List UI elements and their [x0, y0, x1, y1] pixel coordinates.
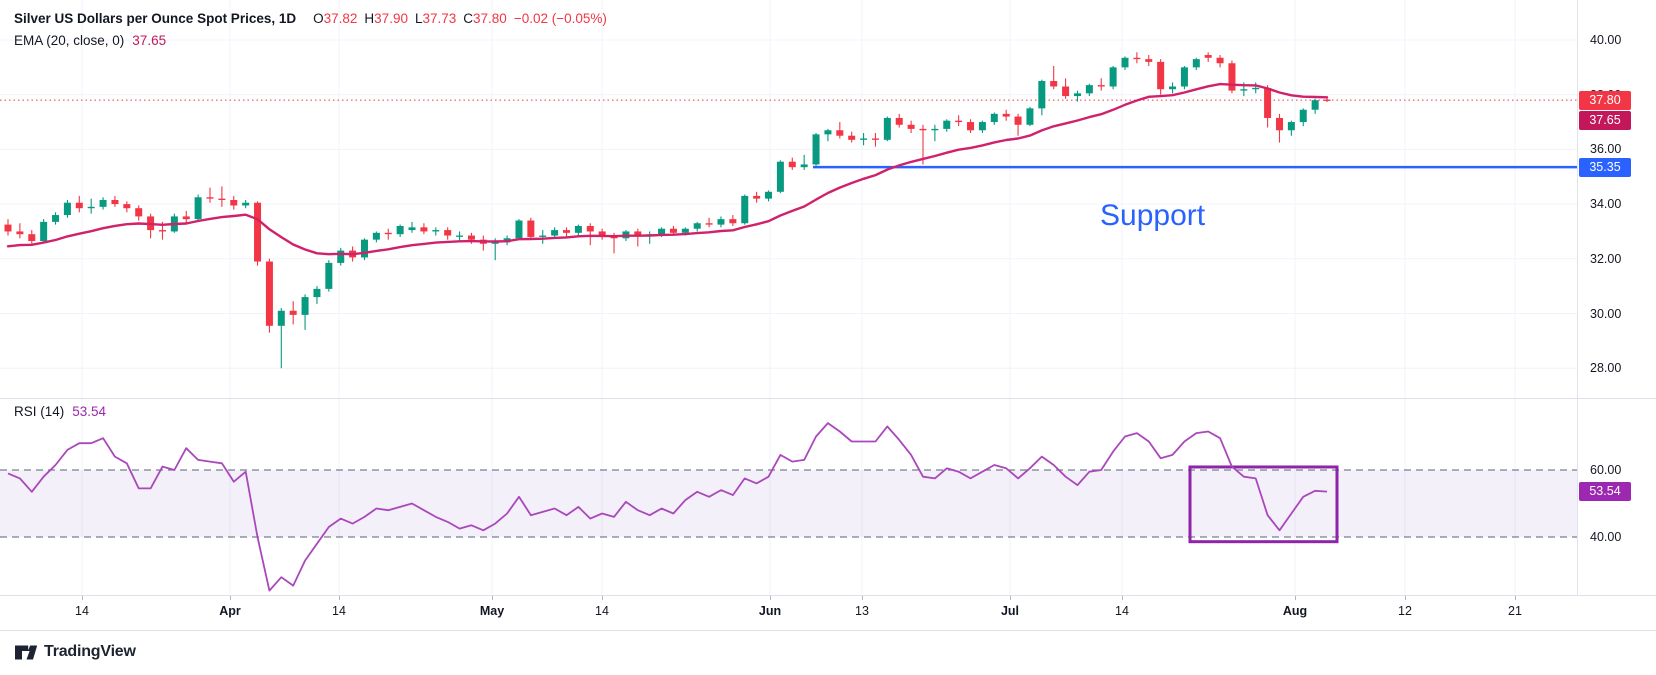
- pane-separator[interactable]: [0, 398, 1656, 399]
- time-axis-tick: [82, 596, 83, 600]
- time-axis-label[interactable]: Apr: [219, 604, 241, 618]
- time-axis[interactable]: 14 Apr 14 May 14 Jun 13 Jul 14 Aug 12 21: [0, 596, 1656, 630]
- time-axis-top-border: [0, 595, 1656, 596]
- ema-indicator-label[interactable]: EMA (20, close, 0): [14, 33, 125, 48]
- time-axis-label[interactable]: 12: [1398, 604, 1412, 618]
- rsi-band: [0, 470, 1577, 537]
- change-value: −0.02 (−0.05%): [513, 11, 607, 26]
- rsi-highlight-box[interactable]: [1188, 465, 1339, 544]
- price-pane-canvas[interactable]: [0, 0, 1577, 398]
- last-price-badge: 37.80: [1579, 90, 1631, 110]
- time-axis-tick: [862, 596, 863, 600]
- time-axis-tick: [1405, 596, 1406, 600]
- time-axis-label[interactable]: Jul: [1000, 604, 1020, 618]
- symbol-legend: Silver US Dollars per Ounce Spot Prices,…: [14, 8, 607, 52]
- time-axis-tick: [770, 596, 771, 600]
- time-axis-label[interactable]: 14: [595, 604, 609, 618]
- time-axis-label[interactable]: 14: [332, 604, 346, 618]
- legend-row-main: Silver US Dollars per Ounce Spot Prices,…: [14, 8, 607, 30]
- time-axis-tick: [492, 596, 493, 600]
- support-level-badge: 35.35: [1579, 157, 1631, 177]
- time-axis-tick: [230, 596, 231, 600]
- price-axis-label: 28.00: [1590, 361, 1622, 376]
- tradingview-logo-text: TradingView: [44, 643, 136, 660]
- close-label: C: [463, 11, 474, 26]
- low-label: L: [414, 11, 423, 26]
- symbol-title[interactable]: Silver US Dollars per Ounce Spot Prices,…: [14, 11, 297, 26]
- rsi-legend: RSI (14) 53.54: [14, 404, 106, 419]
- price-axis-label: 30.00: [1590, 306, 1622, 321]
- chart-bottom-border: [0, 630, 1656, 631]
- time-axis-tick: [602, 596, 603, 600]
- price-axis-label: 40.00: [1590, 33, 1622, 47]
- rsi-indicator-label[interactable]: RSI (14): [14, 404, 65, 419]
- time-axis-tick: [1295, 596, 1296, 600]
- time-axis-tick: [1122, 596, 1123, 600]
- rsi-pane-canvas[interactable]: [0, 399, 1577, 595]
- close-value: 37.80: [473, 11, 507, 26]
- ema-line[interactable]: [6, 82, 1329, 256]
- low-value: 37.73: [422, 11, 457, 26]
- time-axis-label[interactable]: Aug: [1282, 604, 1308, 618]
- time-axis-label[interactable]: May: [479, 604, 505, 618]
- time-axis-tick: [1010, 596, 1011, 600]
- rsi-line[interactable]: [7, 422, 1328, 592]
- time-axis-label[interactable]: 14: [75, 604, 89, 618]
- tradingview-logo[interactable]: TradingView: [14, 640, 136, 664]
- price-axis-label: 32.00: [1590, 251, 1622, 266]
- time-axis-label[interactable]: 13: [855, 604, 869, 618]
- high-value: 37.90: [374, 11, 408, 26]
- ema-value-badge: 37.65: [1579, 111, 1631, 131]
- time-axis-tick: [1515, 596, 1516, 600]
- legend-row-ema: EMA (20, close, 0) 37.65: [14, 30, 607, 52]
- ema-indicator-value: 37.65: [132, 33, 167, 48]
- price-gridlines: [0, 0, 1577, 398]
- price-axis-label: 36.00: [1590, 142, 1622, 157]
- rsi-axis-label: 40.00: [1590, 530, 1622, 544]
- rsi-indicator-value: 53.54: [72, 404, 107, 419]
- price-axis-border: [1577, 0, 1578, 630]
- support-annotation[interactable]: Support: [1100, 199, 1206, 232]
- time-axis-tick: [339, 596, 340, 600]
- open-label: O: [313, 11, 324, 26]
- price-axis-label: 34.00: [1590, 197, 1622, 212]
- rsi-axis-label: 60.00: [1590, 463, 1622, 477]
- rsi-value-badge: 53.54: [1579, 482, 1631, 502]
- time-axis-label[interactable]: 14: [1115, 604, 1129, 618]
- time-axis-label[interactable]: 21: [1508, 604, 1522, 618]
- high-label: H: [364, 11, 375, 26]
- time-axis-label[interactable]: Jun: [758, 604, 782, 618]
- open-value: 37.82: [323, 11, 358, 26]
- tradingview-logo-icon: [15, 645, 37, 659]
